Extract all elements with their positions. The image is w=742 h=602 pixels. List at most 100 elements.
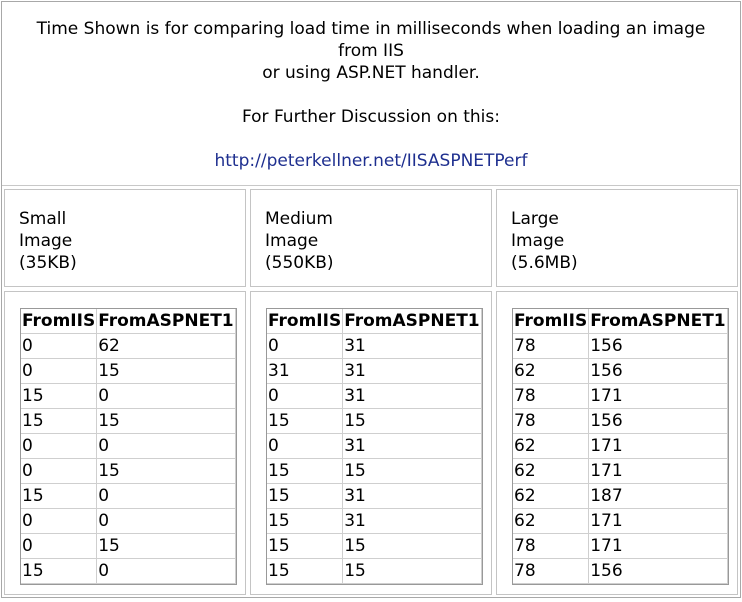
cell-fromaspnet1: 31 xyxy=(343,384,482,409)
header-fromaspnet1: FromASPNET1 xyxy=(589,309,728,334)
cell-fromaspnet1: 15 xyxy=(97,459,236,484)
table-row: 15 15 xyxy=(267,534,482,559)
cell-fromiis: 0 xyxy=(267,384,344,409)
table-row: 0 15 xyxy=(21,534,236,559)
cell-fromiis: 0 xyxy=(267,334,344,359)
cell-fromiis: 15 xyxy=(267,484,344,509)
cell-fromaspnet1: 0 xyxy=(97,509,236,534)
table-row: 0 15 xyxy=(21,459,236,484)
table-row: 62 156 xyxy=(513,359,728,384)
cell-fromiis: 15 xyxy=(267,559,344,584)
medium-label-line-3: (550KB) xyxy=(265,253,334,273)
table-row: 15 0 xyxy=(21,559,236,584)
table-row: 0 31 xyxy=(267,384,482,409)
cell-fromiis: 78 xyxy=(513,559,590,584)
medium-image-label-cell: Medium Image (550KB) xyxy=(250,189,492,287)
description-line-3: or using ASP.NET handler. xyxy=(262,63,480,83)
cell-fromiis: 0 xyxy=(267,434,344,459)
cell-fromiis: 78 xyxy=(513,409,590,434)
cell-fromiis: 78 xyxy=(513,384,590,409)
cell-fromaspnet1: 0 xyxy=(97,434,236,459)
header-fromaspnet1: FromASPNET1 xyxy=(343,309,482,334)
cell-fromaspnet1: 31 xyxy=(343,509,482,534)
cell-fromiis: 15 xyxy=(267,459,344,484)
cell-fromaspnet1: 156 xyxy=(589,409,728,434)
table-row: 62 171 xyxy=(513,459,728,484)
cell-fromiis: 62 xyxy=(513,484,590,509)
header-fromiis: FromIIS xyxy=(21,309,98,334)
table-row: 15 15 xyxy=(267,559,482,584)
header-section: Time Shown is for comparing load time in… xyxy=(2,2,740,186)
cell-fromiis: 0 xyxy=(21,334,98,359)
large-image-label-cell: Large Image (5.6MB) xyxy=(496,189,738,287)
table-row: 0 15 xyxy=(21,359,236,384)
cell-fromaspnet1: 31 xyxy=(343,359,482,384)
discussion-link[interactable]: http://peterkellner.net/IISASPNETPerf xyxy=(214,151,528,171)
description-line-1: Time Shown is for comparing load time in… xyxy=(36,19,706,39)
medium-image-table: FromIIS FromASPNET1 0 31 31 31 0 31 15 15 0 31 15 15 1… xyxy=(266,308,483,585)
table-row: 78 156 xyxy=(513,409,728,434)
cell-fromaspnet1: 31 xyxy=(343,334,482,359)
cell-fromiis: 15 xyxy=(267,409,344,434)
table-row: 15 0 xyxy=(21,384,236,409)
cell-fromaspnet1: 0 xyxy=(97,559,236,584)
table-row: 78 171 xyxy=(513,384,728,409)
cell-fromiis: 78 xyxy=(513,334,590,359)
small-label-line-3: (35KB) xyxy=(19,253,77,273)
cell-fromaspnet1: 156 xyxy=(589,359,728,384)
cell-fromiis: 15 xyxy=(21,384,98,409)
table-header-row: FromIIS FromASPNET1 xyxy=(513,309,728,334)
description-line-2: from IIS xyxy=(338,41,404,61)
cell-fromaspnet1: 187 xyxy=(589,484,728,509)
table-row: 15 0 xyxy=(21,484,236,509)
cell-fromiis: 15 xyxy=(267,509,344,534)
cell-fromiis: 62 xyxy=(513,459,590,484)
small-label-line-1: Small xyxy=(19,209,67,229)
table-row: 15 31 xyxy=(267,484,482,509)
cell-fromiis: 0 xyxy=(21,509,98,534)
large-image-table-cell: FromIIS FromASPNET1 78 156 62 156 78 171 78 156 62… xyxy=(496,291,738,595)
table-row: 62 187 xyxy=(513,484,728,509)
cell-fromaspnet1: 15 xyxy=(343,409,482,434)
small-image-label-cell: Small Image (35KB) xyxy=(4,189,246,287)
cell-fromaspnet1: 171 xyxy=(589,459,728,484)
small-image-table: FromIIS FromASPNET1 0 62 0 15 15 0 15 15 0 0 0 15 15 0 0… xyxy=(20,308,237,585)
cell-fromaspnet1: 171 xyxy=(589,384,728,409)
cell-fromaspnet1: 171 xyxy=(589,534,728,559)
cell-fromaspnet1: 31 xyxy=(343,484,482,509)
cell-fromiis: 15 xyxy=(21,559,98,584)
cell-fromaspnet1: 15 xyxy=(97,409,236,434)
table-row: 78 156 xyxy=(513,559,728,584)
cell-fromiis: 0 xyxy=(21,359,98,384)
table-row: 62 171 xyxy=(513,434,728,459)
table-row: 31 31 xyxy=(267,359,482,384)
cell-fromiis: 62 xyxy=(513,359,590,384)
table-row: 62 171 xyxy=(513,509,728,534)
cell-fromiis: 15 xyxy=(21,409,98,434)
table-row: 0 31 xyxy=(267,334,482,359)
cell-fromiis: 31 xyxy=(267,359,344,384)
table-row: 15 15 xyxy=(267,409,482,434)
large-image-table: FromIIS FromASPNET1 78 156 62 156 78 171 78 156 62… xyxy=(512,308,729,585)
table-row: 15 15 xyxy=(21,409,236,434)
large-label-line-2: Image xyxy=(511,231,565,251)
cell-fromaspnet1: 171 xyxy=(589,434,728,459)
table-row: 0 31 xyxy=(267,434,482,459)
cell-fromaspnet1: 31 xyxy=(343,434,482,459)
header-fromiis: FromIIS xyxy=(513,309,590,334)
large-label-line-1: Large xyxy=(511,209,559,229)
discussion-text: For Further Discussion on this: xyxy=(241,107,500,127)
medium-label-line-1: Medium xyxy=(265,209,333,229)
cell-fromiis: 15 xyxy=(21,484,98,509)
table-row: 15 31 xyxy=(267,509,482,534)
cell-fromaspnet1: 15 xyxy=(97,359,236,384)
table-header-row: FromIIS FromASPNET1 xyxy=(21,309,236,334)
cell-fromaspnet1: 15 xyxy=(343,559,482,584)
table-header-row: FromIIS FromASPNET1 xyxy=(267,309,482,334)
cell-fromaspnet1: 15 xyxy=(97,534,236,559)
cell-fromaspnet1: 15 xyxy=(343,534,482,559)
cell-fromaspnet1: 15 xyxy=(343,459,482,484)
large-label-line-3: (5.6MB) xyxy=(511,253,578,273)
